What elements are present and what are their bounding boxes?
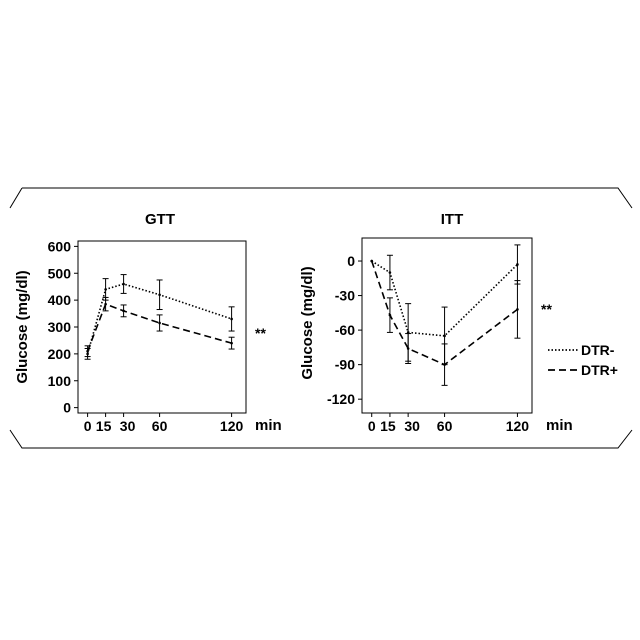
itt-y-tick-label: 0	[347, 253, 355, 269]
itt-series-dtr-plus-point	[407, 347, 410, 350]
gtt-x-tick-label: 120	[220, 418, 244, 434]
itt-series-dtr-plus-point	[516, 308, 519, 311]
itt-y-tick-label: -30	[335, 288, 355, 304]
gtt-y-tick-label: 100	[48, 373, 72, 389]
itt-y-tick-label: -120	[327, 391, 355, 407]
gtt-y-tick-label: 200	[48, 346, 72, 362]
itt-plot-frame	[362, 238, 532, 413]
frame-top-line	[22, 188, 632, 208]
itt-x-tick-label: 0	[368, 418, 376, 434]
itt-significance-annotation: **	[541, 301, 552, 317]
itt-y-tick-label: -60	[335, 322, 355, 338]
itt-x-ticks: 015 30 60 120	[368, 413, 530, 434]
legend: DTR- DTR+	[548, 342, 618, 378]
itt-title: ITT	[441, 211, 464, 228]
gtt-series-dtr-minus-point	[104, 288, 107, 291]
itt-y-ticks: 0 -30 -60 -90 -120	[327, 253, 362, 407]
frame-top-left-edge	[10, 188, 22, 208]
legend-label-dtr-minus: DTR-	[581, 342, 615, 358]
gtt-y-tick-label: 500	[48, 265, 72, 281]
itt-series	[370, 245, 520, 385]
itt-series-dtr-minus-point	[389, 271, 392, 274]
legend-label-dtr-plus: DTR+	[581, 362, 618, 378]
gtt-y-tick-label: 600	[48, 238, 72, 254]
gtt-series	[85, 275, 235, 360]
gtt-series-dtr-plus-point	[122, 310, 125, 313]
gtt-significance-annotation: **	[255, 325, 266, 341]
itt-series-dtr-plus-point	[370, 260, 373, 263]
gtt-x-tick-label: 30	[120, 418, 136, 434]
gtt-x-axis-label: min	[255, 417, 282, 434]
gtt-y-tick-label: 0	[63, 400, 71, 416]
itt-series-dtr-minus-point	[516, 263, 519, 266]
itt-x-tick-label: 60	[437, 418, 453, 434]
itt-panel: ITT Glucose (mg/dl) min ** 0 -30 -60 -90 -12…	[299, 211, 573, 434]
itt-series-dtr-plus-point	[389, 314, 392, 317]
frame-bracket	[10, 188, 632, 448]
gtt-x-tick-label: 15	[96, 418, 112, 434]
itt-y-axis-label: Glucose (mg/dl)	[299, 266, 316, 379]
gtt-series-dtr-minus-point	[122, 283, 125, 286]
gtt-series-dtr-minus-point	[158, 293, 161, 296]
gtt-panel: GTT Glucose (mg/dl) min ** 0100200300400…	[14, 211, 282, 434]
itt-series-dtr-plus-point	[443, 363, 446, 366]
itt-x-tick-label: 120	[506, 418, 530, 434]
gtt-y-tick-label: 400	[48, 292, 72, 308]
gtt-x-tick-label: 60	[152, 418, 168, 434]
itt-series-dtr-minus-point	[443, 335, 446, 338]
gtt-y-ticks: 0 100 200 300 400 500 600	[48, 238, 78, 415]
gtt-series-dtr-plus-point	[158, 322, 161, 325]
gtt-plot-frame	[78, 241, 246, 413]
itt-x-tick-label: 15	[380, 418, 396, 434]
gtt-y-axis-label: Glucose (mg/dl)	[14, 270, 31, 383]
gtt-series-dtr-plus-point	[104, 303, 107, 306]
itt-x-axis-label: min	[546, 417, 573, 434]
gtt-series-dtr-plus-point	[86, 350, 89, 353]
gtt-series-dtr-plus-point	[230, 342, 233, 345]
itt-x-tick-label: 30	[404, 418, 420, 434]
gtt-title: GTT	[145, 211, 175, 228]
itt-y-tick-label: -90	[335, 357, 355, 373]
gtt-series-dtr-minus-point	[230, 318, 233, 321]
gtt-x-tick-label: 0	[84, 418, 92, 434]
gtt-y-tick-label: 300	[48, 319, 72, 335]
gtt-x-ticks: 015 30 60 120	[84, 413, 244, 434]
